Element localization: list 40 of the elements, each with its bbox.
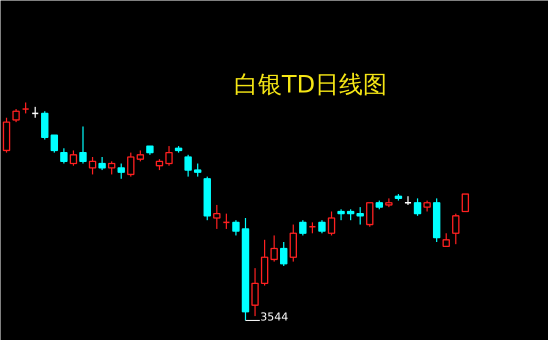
annotation: 3544 [260, 310, 288, 324]
candlestick [127, 152, 134, 178]
candlestick [88, 156, 96, 176]
candlestick [423, 200, 431, 212]
candlestick [156, 158, 164, 171]
candlestick [184, 154, 192, 178]
candlestick [79, 126, 87, 164]
chart-title: 白银TD日线图 [234, 70, 388, 98]
candlestick [337, 208, 345, 221]
candlestick [356, 206, 364, 226]
candlestick [108, 160, 116, 176]
candlestick [60, 148, 68, 164]
candlestick [299, 220, 307, 236]
candlestick [31, 106, 40, 118]
candlestick [280, 241, 288, 267]
candlestick [41, 110, 48, 140]
candlestick [22, 102, 30, 114]
candlestick [222, 213, 230, 230]
candlestick [251, 268, 259, 317]
candlestick [213, 204, 221, 230]
candlestick [118, 162, 125, 180]
candlestick [462, 193, 470, 212]
candlestick [414, 198, 422, 216]
candlestick [50, 134, 58, 154]
candlestick [70, 150, 78, 166]
candlestick [452, 213, 460, 245]
candlestick [12, 108, 20, 123]
candlestick [194, 162, 202, 178]
candlestick [346, 208, 354, 221]
candlestick [442, 232, 450, 247]
candlestick [318, 220, 326, 234]
candlestick [98, 156, 106, 171]
candlestick [308, 222, 316, 234]
candlestick [232, 220, 240, 236]
candlestick [270, 234, 278, 262]
candlestick [366, 202, 374, 228]
candlestick [328, 210, 336, 236]
candlestick [136, 150, 144, 162]
candlestick [165, 145, 173, 166]
candlestick [290, 224, 297, 262]
